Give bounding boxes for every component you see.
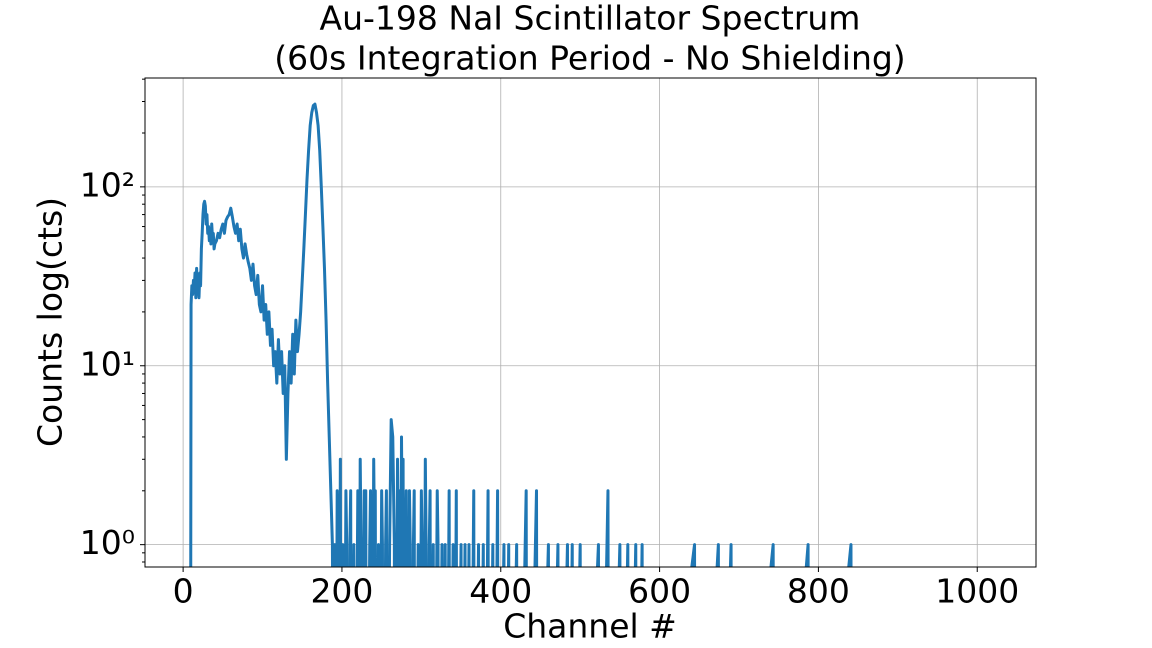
chart-title: (60s Integration Period - No Shielding) bbox=[274, 39, 905, 78]
chart-title: Au-198 NaI Scintillator Spectrum bbox=[320, 0, 861, 38]
x-tick-label: 200 bbox=[310, 572, 373, 611]
plot-frame bbox=[144, 77, 1037, 568]
y-axis-label: Counts log(cts) bbox=[31, 197, 70, 447]
y-tick-label: 10⁰ bbox=[80, 523, 135, 562]
x-tick-label: 600 bbox=[628, 572, 691, 611]
data-line bbox=[189, 102, 853, 567]
x-axis-label: Channel # bbox=[503, 607, 677, 646]
x-tick-label: 0 bbox=[173, 572, 194, 611]
y-tick-label: 10² bbox=[80, 165, 135, 204]
y-tick-label: 10¹ bbox=[80, 344, 135, 383]
x-tick-label: 400 bbox=[469, 572, 532, 611]
x-tick-label: 1000 bbox=[935, 572, 1019, 611]
x-tick-label: 800 bbox=[787, 572, 850, 611]
